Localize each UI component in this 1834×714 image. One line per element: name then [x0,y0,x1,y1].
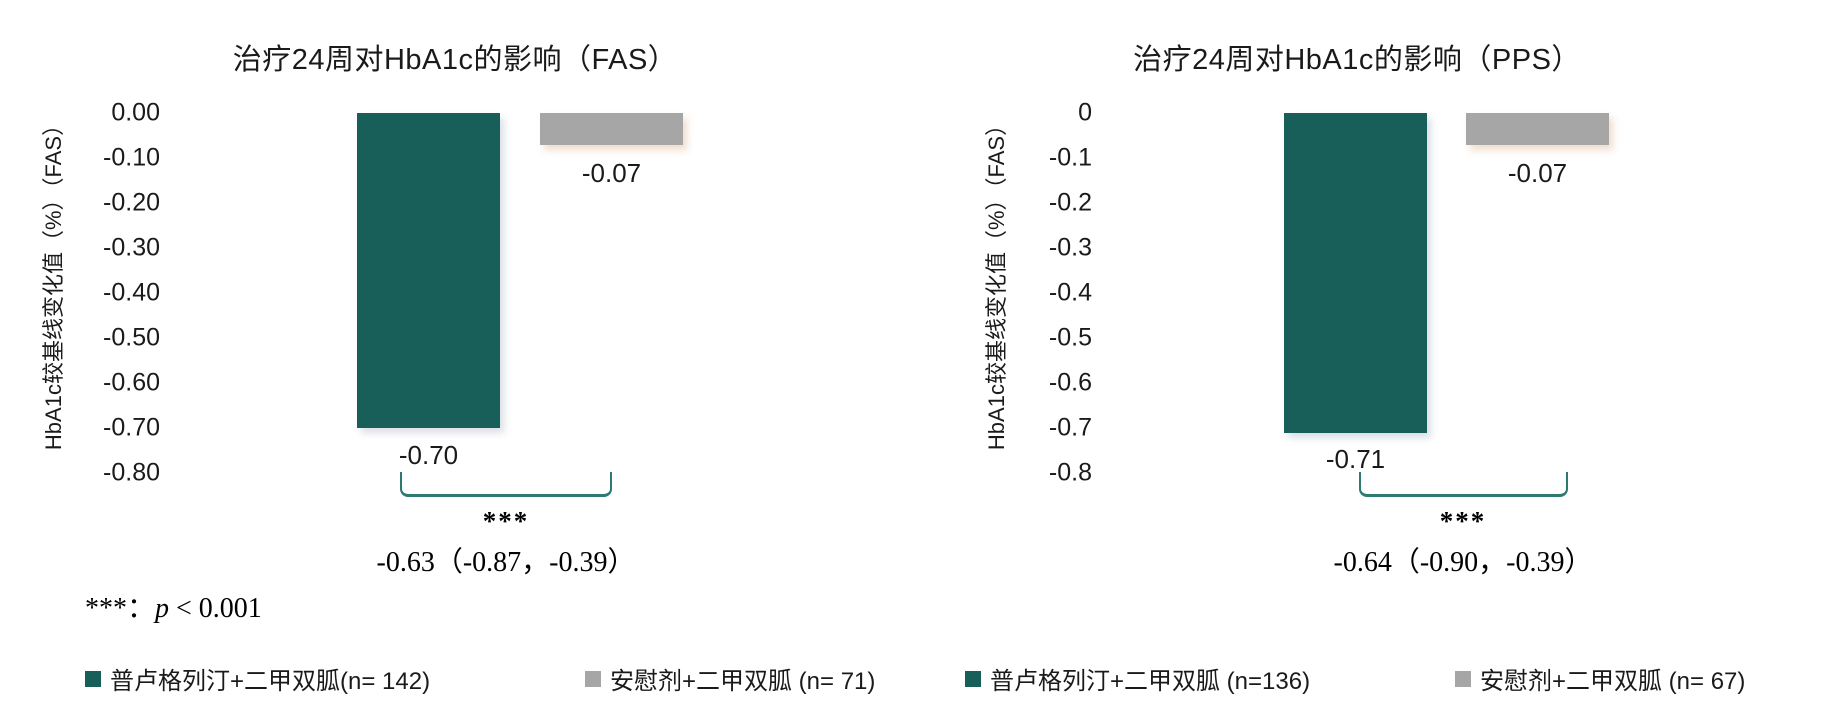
y-axis-ticks: 0 -0.1 -0.2 -0.3 -0.4 -0.5 -0.6 -0.7 -0.8 [992,99,1092,493]
significance-stars: *** [482,506,530,536]
chart-panel-pps: 治疗24周对HbA1c的影响（PPS） HbA1c较基线变化值（%）（FAS） … [917,0,1834,714]
y-tick-label: -0.4 [1048,278,1092,307]
bar-treatment [357,113,500,428]
legend-label-placebo: 安慰剂+二甲双胍 (n= 67) [1480,668,1746,695]
legend-item-placebo: 安慰剂+二甲双胍 (n= 67) [1455,661,1745,696]
bar-treatment [1284,113,1427,433]
legend-swatch-treatment-icon [85,670,101,687]
legend-label-placebo: 安慰剂+二甲双胍 (n= 71) [610,668,876,695]
difference-ci-text: -0.64（-0.90，-0.39） [1333,547,1593,578]
y-tick-label: -0.80 [103,458,160,487]
bar-value-label-placebo: -0.07 [1507,158,1568,188]
y-tick-label: -0.40 [103,278,160,307]
y-tick-label: -0.10 [103,143,160,172]
comparison-bracket [1359,472,1568,497]
y-tick-label: 0 [1078,98,1092,127]
legend-swatch-placebo-icon [585,670,601,687]
y-tick-label: -0.1 [1048,143,1092,172]
bar-value-label-treatment: -0.71 [1325,444,1386,474]
comparison-bracket [400,472,612,497]
legend-swatch-placebo-icon [1455,670,1471,687]
significance-stars: *** [1439,506,1487,536]
y-tick-label: -0.70 [103,413,160,442]
bar-placebo [1466,113,1609,145]
legend-swatch-treatment-icon [965,670,981,687]
y-tick-label: -0.5 [1048,323,1092,352]
bar-value-label-placebo: -0.07 [581,158,642,188]
footnote-threshold: < 0.001 [169,593,262,624]
chart-title: 治疗24周对HbA1c的影响（FAS） [232,44,678,76]
legend-item-treatment: 普卢格列汀+二甲双胍 (n=136) [965,661,1310,696]
chart-title: 治疗24周对HbA1c的影响（PPS） [1133,44,1581,76]
bar-value-label-treatment: -0.70 [398,440,459,470]
y-tick-label: -0.8 [1048,458,1092,487]
y-tick-label: -0.30 [103,233,160,262]
y-tick-label: -0.3 [1048,233,1092,262]
footnote-stars: ***： [85,593,156,624]
legend-label-treatment: 普卢格列汀+二甲双胍 (n=136) [990,668,1311,695]
y-tick-label: -0.50 [103,323,160,352]
y-tick-label: -0.2 [1048,188,1092,217]
chart-panel-fas: 治疗24周对HbA1c的影响（FAS） HbA1c较基线变化值（%）（FAS） … [41,44,875,696]
legend-item-treatment: 普卢格列汀+二甲双胍(n= 142) [85,661,430,696]
significance-footnote: ***：p < 0.001 [85,586,262,626]
y-tick-label: -0.6 [1048,368,1092,397]
y-axis-ticks: 0.00 -0.10 -0.20 -0.30 -0.40 -0.50 -0.60 -0.70 -… [60,99,160,493]
legend-item-placebo: 安慰剂+二甲双胍 (n= 71) [585,661,875,696]
y-tick-label: -0.60 [103,368,160,397]
bar-placebo [540,113,683,145]
legend-label-treatment: 普卢格列汀+二甲双胍(n= 142) [110,668,431,695]
y-tick-label: -0.7 [1048,413,1092,442]
difference-ci-text: -0.63（-0.87，-0.39） [376,547,636,578]
footnote-p-symbol: p [155,593,170,624]
y-tick-label: -0.20 [103,188,160,217]
y-tick-label: 0.00 [111,98,160,127]
